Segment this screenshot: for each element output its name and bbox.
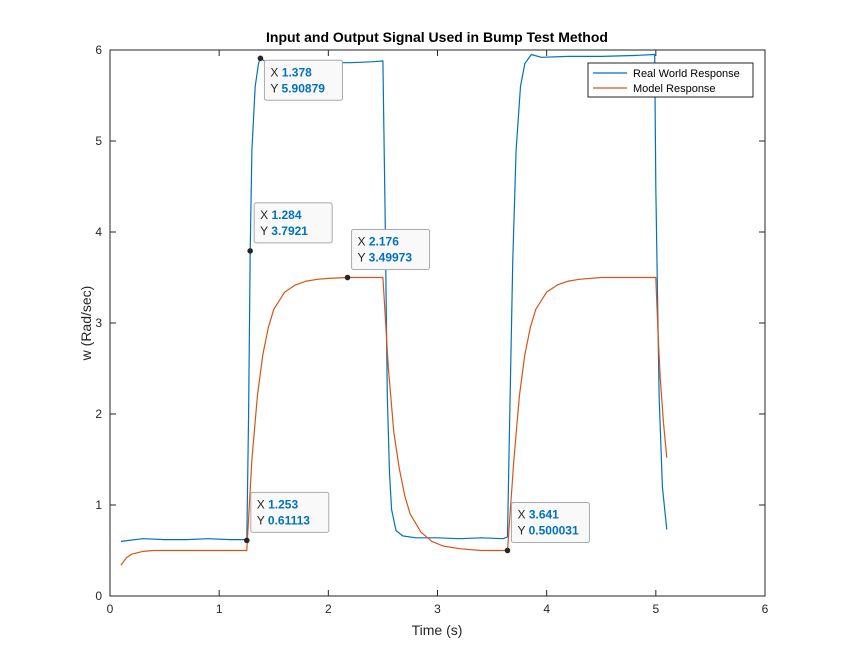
datatip-x-line: X 1.253 bbox=[257, 497, 299, 511]
datatip-x-line: X 1.378 bbox=[270, 65, 312, 79]
datatip-box bbox=[351, 229, 431, 271]
y-tick-label: 2 bbox=[95, 407, 102, 421]
datatip-marker bbox=[504, 547, 511, 554]
x-tick-label: 1 bbox=[216, 602, 223, 616]
datatip-box bbox=[510, 501, 590, 543]
datatip-marker bbox=[257, 55, 264, 62]
legend-label-model: Model Response bbox=[633, 83, 716, 95]
y-tick-label: 4 bbox=[95, 225, 102, 239]
y-tick-label: 5 bbox=[95, 134, 102, 148]
axes-box bbox=[109, 49, 766, 597]
datatip-x-line: X 3.641 bbox=[517, 507, 559, 521]
y-tick-label: 3 bbox=[95, 316, 102, 330]
datatip-marker bbox=[247, 248, 253, 254]
y-tick-label: 6 bbox=[95, 43, 102, 57]
y-tick-label: 0 bbox=[95, 589, 102, 603]
datatip-x-line: X 1.284 bbox=[260, 208, 302, 222]
series-line-model-response bbox=[120, 276, 668, 566]
datatip-box bbox=[250, 491, 330, 533]
datatip-marker bbox=[243, 537, 250, 544]
datatip-y-line: Y 0.61113 bbox=[257, 513, 311, 527]
x-tick-label: 3 bbox=[434, 602, 441, 616]
datatip[interactable]: X 2.176 Y 3.49973 bbox=[344, 229, 431, 281]
datatip-y-line: Y 3.49973 bbox=[358, 251, 413, 265]
datatip-box bbox=[263, 59, 343, 101]
chart-title: Input and Output Signal Used in Bump Tes… bbox=[266, 29, 608, 45]
x-tick-label: 0 bbox=[107, 602, 114, 616]
legend: Real World Response Model Response bbox=[587, 62, 754, 98]
datatip[interactable]: X 1.253 Y 0.61113 bbox=[243, 491, 330, 544]
plot-area: 0 1 2 3 4 5 6 0 1 2 3 4 5 6 X 1.378 Y 5.90879 X 1.284 Y … bbox=[95, 43, 768, 616]
x-tick-label: 5 bbox=[652, 602, 659, 616]
datatip-x-line: X 2.176 bbox=[358, 235, 400, 249]
datatip[interactable]: X 1.378 Y 5.90879 bbox=[257, 55, 343, 101]
datatip[interactable]: X 1.284 Y 3.7921 bbox=[247, 202, 333, 254]
datatip-box bbox=[253, 202, 333, 244]
legend-box bbox=[587, 62, 754, 98]
legend-label-real: Real World Response bbox=[633, 68, 740, 80]
x-axis-label: Time (s) bbox=[412, 622, 463, 638]
datatip-y-line: Y 3.7921 bbox=[260, 224, 308, 238]
datatip-marker bbox=[344, 274, 351, 281]
x-tick-label: 6 bbox=[762, 602, 769, 616]
datatip-y-line: Y 5.90879 bbox=[270, 81, 325, 95]
x-tick-label: 4 bbox=[543, 602, 550, 616]
x-tick-label: 2 bbox=[325, 602, 332, 616]
y-axis-label: w (Rad/sec) bbox=[78, 286, 94, 362]
y-tick-label: 1 bbox=[95, 498, 102, 512]
datatip-y-line: Y 0.500031 bbox=[517, 523, 579, 537]
datatip[interactable]: X 3.641 Y 0.500031 bbox=[504, 501, 590, 554]
series-line-real-world-response bbox=[120, 53, 668, 542]
